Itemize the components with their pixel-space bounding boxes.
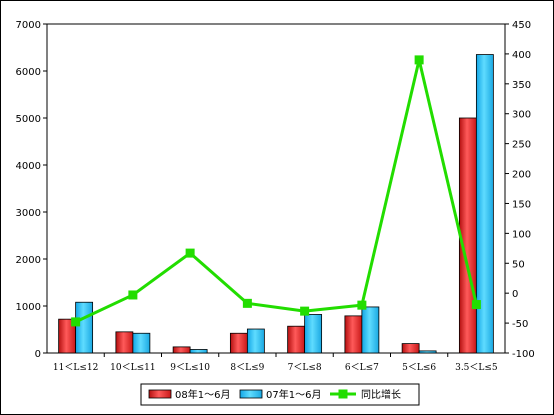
left-axis-tick-label: 6000 xyxy=(16,67,41,78)
bar-08-h1 xyxy=(229,332,248,354)
x-axis-category-label: 6＜L≤7 xyxy=(345,363,379,373)
x-axis-category-label: 3.5＜L≤5 xyxy=(455,363,498,373)
right-axis-tick-label: 250 xyxy=(512,140,531,151)
right-axis-tick-label: 50 xyxy=(512,259,525,270)
yoy-growth-marker xyxy=(185,248,195,258)
yoy-growth-marker xyxy=(71,317,81,327)
right-axis-tick-label: 300 xyxy=(512,110,531,121)
x-axis-category-label: 5＜L≤6 xyxy=(402,363,436,373)
x-axis-category-label: 8＜L≤9 xyxy=(230,363,264,373)
right-axis-tick-label: 450 xyxy=(512,20,531,31)
bar-07-h1 xyxy=(246,328,265,354)
bar-08-h1 xyxy=(172,346,191,354)
left-axis-tick-label: 4000 xyxy=(16,161,41,172)
bar-07-h1 xyxy=(418,350,437,354)
left-axis-tick-label: 3000 xyxy=(16,208,41,219)
bar-08-h1 xyxy=(115,331,134,354)
right-axis-tick-label: 0 xyxy=(512,289,518,300)
bar-07-h1 xyxy=(475,54,494,354)
right-axis-tick-label: 100 xyxy=(512,229,531,240)
left-axis-tick-label: 5000 xyxy=(16,114,41,125)
x-axis-category-label: 10＜L≤11 xyxy=(110,363,155,373)
bar-07-h1 xyxy=(189,349,208,354)
x-axis-category-label: 11＜L≤12 xyxy=(53,363,98,373)
bar-08-h1 xyxy=(458,117,477,354)
yoy-growth-marker xyxy=(471,300,481,310)
legend: 08年1～6月 07年1～6月 同比增长 xyxy=(140,383,420,406)
left-axis-tick-label: 2000 xyxy=(16,255,41,266)
right-axis-tick-label: -50 xyxy=(512,319,528,330)
bar-08-h1 xyxy=(344,315,363,354)
left-axis-tick-label: 1000 xyxy=(16,302,41,313)
legend-label-08-h1: 08年1～6月 xyxy=(175,388,230,401)
x-axis-category-label: 7＜L≤8 xyxy=(288,363,322,373)
legend-box xyxy=(140,383,420,406)
right-axis-tick-label: 400 xyxy=(512,50,531,61)
left-axis-tick-label: 0 xyxy=(35,349,41,360)
x-axis-category-label: 9＜L≤10 xyxy=(170,363,210,373)
yoy-growth-line xyxy=(74,58,478,324)
right-axis-tick-label: 200 xyxy=(512,170,531,181)
legend-swatch-08-h1 xyxy=(148,389,172,399)
legend-label-07-h1: 07年1～6月 xyxy=(266,388,321,401)
yoy-growth-marker xyxy=(414,55,424,65)
legend-marker-yoy xyxy=(338,389,348,399)
legend-label-yoy: 同比增长 xyxy=(361,388,401,401)
yoy-growth-marker xyxy=(357,300,367,310)
bar-07-h1 xyxy=(304,314,323,354)
bar-08-h1 xyxy=(287,325,306,354)
bar-07-h1 xyxy=(361,306,380,354)
left-axis-tick-label: 7000 xyxy=(16,20,41,31)
yoy-growth-marker xyxy=(128,290,138,300)
right-axis-tick-label: -100 xyxy=(512,349,535,360)
yoy-growth-marker xyxy=(242,298,252,308)
bar-08-h1 xyxy=(401,343,420,354)
legend-swatch-07-h1 xyxy=(239,389,263,399)
right-axis-tick-label: 150 xyxy=(512,199,531,210)
bar-07-h1 xyxy=(132,332,151,354)
right-axis-tick-label: 350 xyxy=(512,80,531,91)
yoy-growth-marker xyxy=(300,306,310,316)
bar-07-h1 xyxy=(75,301,94,354)
